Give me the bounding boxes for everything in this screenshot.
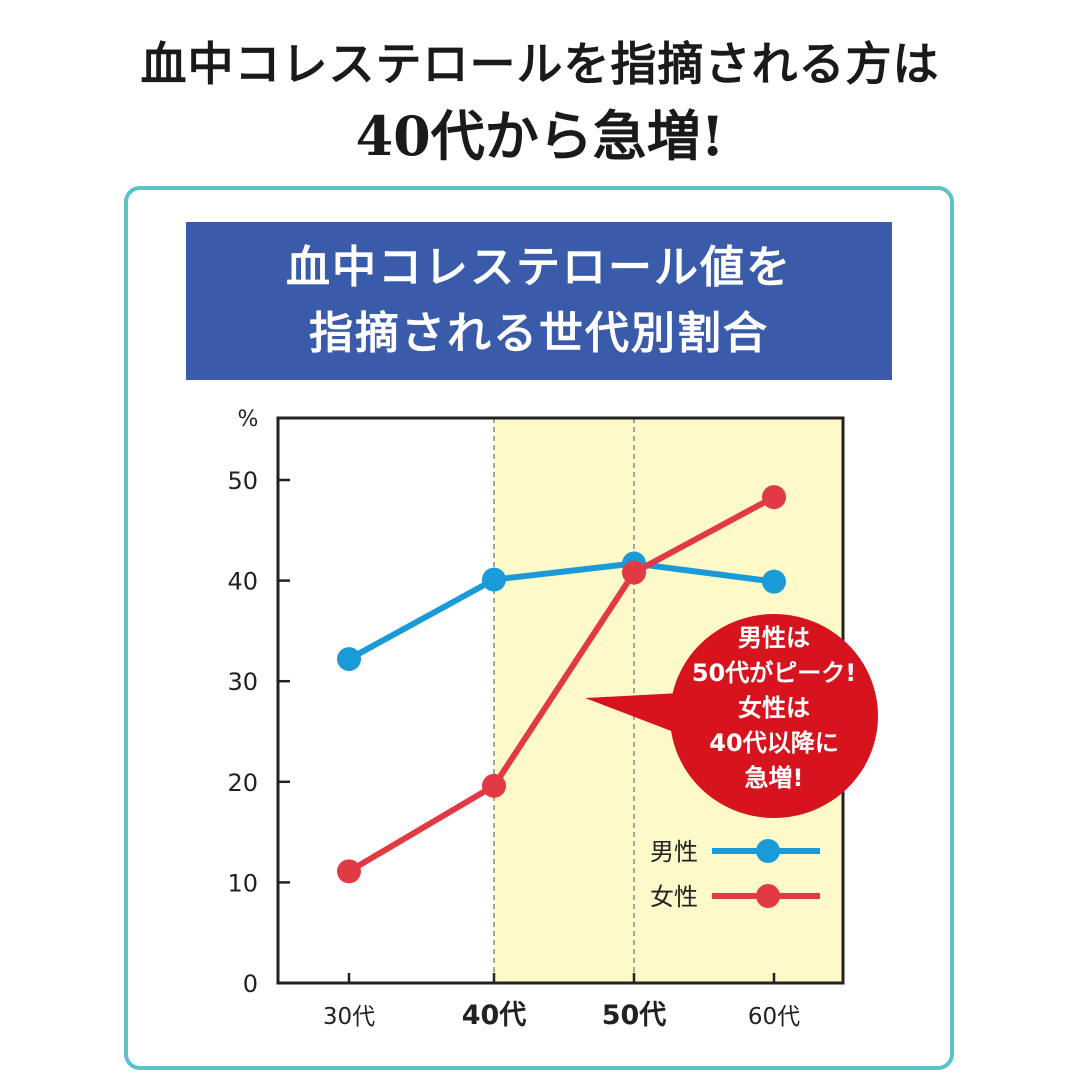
series-line-男性 xyxy=(347,560,775,662)
data-point-男性-60代 xyxy=(762,569,786,594)
callout-line-3: 女性は xyxy=(738,694,810,722)
y-tick-label-30: 30 xyxy=(227,668,258,696)
headline-line-1: 血中コレステロールを指摘される方は xyxy=(140,37,940,91)
legend-label-女性: 女性 xyxy=(650,883,698,911)
data-point-女性-30代 xyxy=(337,859,361,884)
y-tick-label-50: 50 xyxy=(227,467,258,495)
y-tick-label-10: 10 xyxy=(227,869,258,897)
callout-line-4: 40代以降に xyxy=(709,729,838,757)
chart-title-line-1: 血中コレステロール値を xyxy=(286,242,792,293)
data-point-女性-60代 xyxy=(762,485,786,510)
y-axis-unit: % xyxy=(238,407,259,432)
legend-marker-女性 xyxy=(756,884,780,908)
series-line-女性 xyxy=(347,494,776,874)
y-tick-label-20: 20 xyxy=(227,769,258,797)
callout-line-2: 50代がピーク! xyxy=(692,659,856,687)
data-point-女性-50代 xyxy=(622,560,646,585)
y-tick-label-0: 0 xyxy=(243,970,258,998)
headline-line-2: 40代から急増! xyxy=(355,104,725,168)
x-tick-label-50代: 50代 xyxy=(602,1000,667,1031)
y-tick-label-40: 40 xyxy=(227,568,258,596)
x-tick-label-40代: 40代 xyxy=(462,1000,527,1031)
legend-marker-男性 xyxy=(756,839,780,863)
data-point-男性-40代 xyxy=(482,567,506,592)
callout-bubble xyxy=(670,614,878,818)
callout-line-1: 男性は xyxy=(738,624,810,652)
data-point-女性-40代 xyxy=(482,773,506,798)
callout-line-5: 急増! xyxy=(745,764,804,792)
x-tick-label-60代: 60代 xyxy=(748,1004,800,1030)
x-tick-label-30代: 30代 xyxy=(323,1004,375,1030)
chart-title-line-2: 指摘される世代別割合 xyxy=(309,308,769,359)
chart-title-banner: 血中コレステロール値を 指摘される世代別割合 xyxy=(186,222,892,380)
data-point-男性-30代 xyxy=(337,647,361,672)
legend-label-男性: 男性 xyxy=(650,838,698,866)
